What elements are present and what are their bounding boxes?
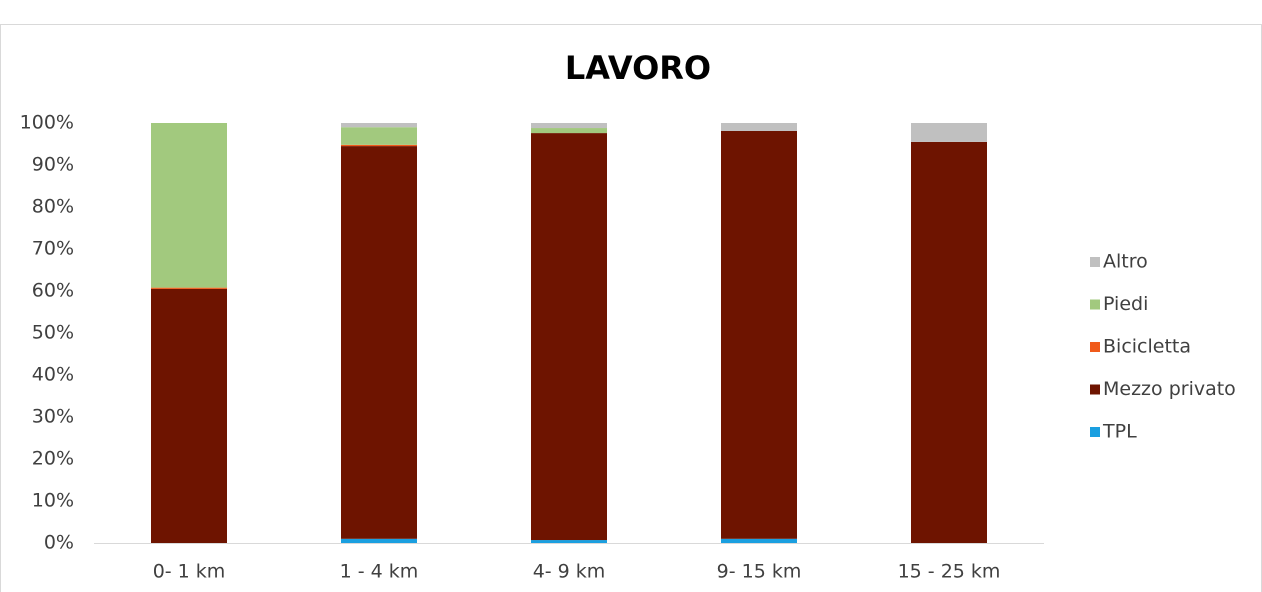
y-tick-label: 10% [32, 490, 74, 512]
bar-segment [911, 123, 987, 142]
bar-segment [911, 141, 987, 543]
bar-segment [531, 128, 607, 134]
legend-label: Altro [1103, 251, 1148, 273]
y-tick-label: 20% [32, 448, 74, 470]
bar-segment [341, 123, 417, 128]
y-tick-label: 60% [32, 280, 74, 302]
legend-label: Piedi [1103, 293, 1148, 315]
y-tick-label: 90% [32, 154, 74, 176]
legend-swatch [1090, 257, 1100, 267]
legend-label: Bicicletta [1103, 336, 1191, 358]
bar-segment [341, 144, 417, 147]
x-tick-label: 4- 9 km [533, 561, 606, 583]
x-tick-label: 9- 15 km [717, 561, 802, 583]
legend-swatch [1090, 299, 1100, 310]
bar-segment [721, 123, 797, 131]
bar-segment [531, 133, 607, 541]
legend-swatch [1090, 427, 1100, 437]
y-tick-label: 0% [44, 532, 74, 554]
bar-segment [151, 123, 227, 288]
legend-label: Mezzo privato [1103, 378, 1236, 400]
legend-swatch [1090, 384, 1100, 395]
bar-segment [721, 130, 797, 539]
bar-segment [531, 540, 607, 543]
y-tick-label: 100% [20, 112, 74, 134]
bar-segment [341, 538, 417, 543]
y-tick-label: 50% [32, 322, 74, 344]
y-tick-label: 70% [32, 238, 74, 260]
legend-label: TPL [1102, 421, 1137, 443]
chart-title: LAVORO [565, 49, 711, 87]
bar-segment [151, 287, 227, 289]
y-tick-label: 40% [32, 364, 74, 386]
x-tick-label: 1 - 4 km [340, 561, 419, 583]
bar-segment [721, 538, 797, 543]
y-tick-label: 30% [32, 406, 74, 428]
bar-segment [341, 146, 417, 539]
x-tick-label: 15 - 25 km [898, 561, 1001, 583]
y-tick-label: 80% [32, 196, 74, 218]
bar-segment [531, 123, 607, 129]
bar-segment [151, 288, 227, 543]
x-tick-label: 0- 1 km [153, 561, 226, 583]
legend-swatch [1090, 342, 1100, 352]
bar-segment [341, 127, 417, 145]
